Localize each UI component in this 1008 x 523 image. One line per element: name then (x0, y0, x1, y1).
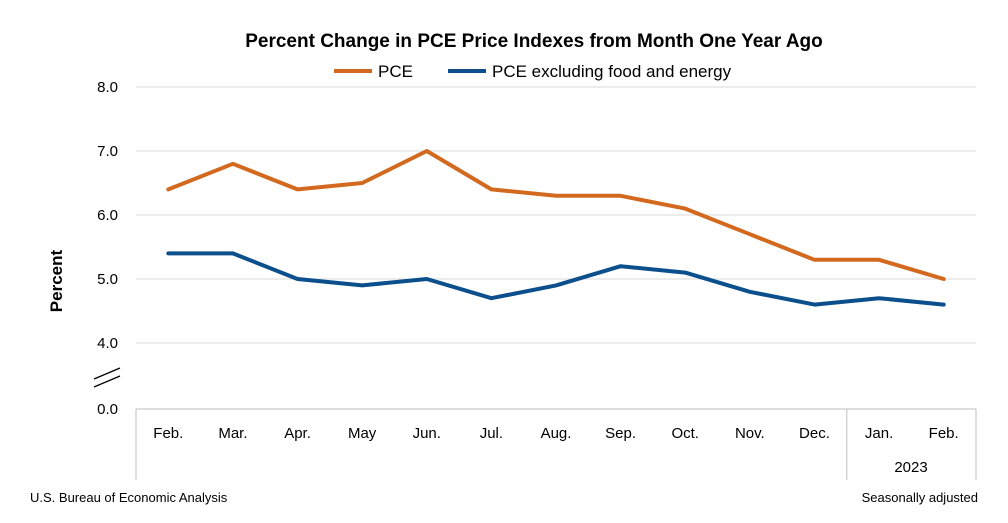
y-axis-label: Percent (47, 249, 66, 312)
x-tick-label: Feb. (153, 425, 183, 442)
x-tick-label: Jun. (413, 425, 441, 442)
x-tick-label: Feb. (929, 425, 959, 442)
seasonal-note: Seasonally adjusted (862, 490, 978, 505)
x-tick-label: Sep. (605, 425, 636, 442)
source-note: U.S. Bureau of Economic Analysis (30, 490, 228, 505)
x-tick-label: May (348, 425, 377, 442)
chart-title: Percent Change in PCE Price Indexes from… (245, 31, 823, 52)
y-tick-labels: 0.0 4.0 5.0 6.0 7.0 8.0 (97, 79, 118, 418)
x-tick-label: Mar. (218, 425, 247, 442)
gridlines (136, 86, 976, 344)
axis-break-icon (93, 367, 121, 388)
y-tick-label: 5.0 (97, 271, 118, 288)
x-tick-label: Nov. (735, 425, 765, 442)
x-axis (135, 408, 977, 480)
x-tick-label: Dec. (799, 425, 830, 442)
legend-label-pce: PCE (378, 62, 413, 81)
x-tick-label: Oct. (671, 425, 699, 442)
y-tick-label: 0.0 (97, 401, 118, 418)
series-lines (166, 149, 946, 307)
series-line-1 (166, 251, 946, 307)
y-tick-label: 8.0 (97, 79, 118, 96)
series-line-0 (166, 149, 946, 281)
y-tick-label: 6.0 (97, 207, 118, 224)
x-tick-label: Jan. (865, 425, 893, 442)
y-tick-label: 7.0 (97, 143, 118, 160)
x-tick-labels: Feb. Mar. Apr. May Jun. Jul. Aug. Sep. Oct. Nov. D… (153, 425, 958, 442)
x-tick-label: Aug. (541, 425, 572, 442)
legend: PCE PCE excluding food and energy (334, 62, 732, 81)
legend-label-core-pce: PCE excluding food and energy (492, 62, 732, 81)
y-tick-label: 4.0 (97, 335, 118, 352)
year-label: 2023 (894, 459, 927, 476)
x-tick-label: Apr. (284, 425, 311, 442)
x-tick-label: Jul. (480, 425, 503, 442)
